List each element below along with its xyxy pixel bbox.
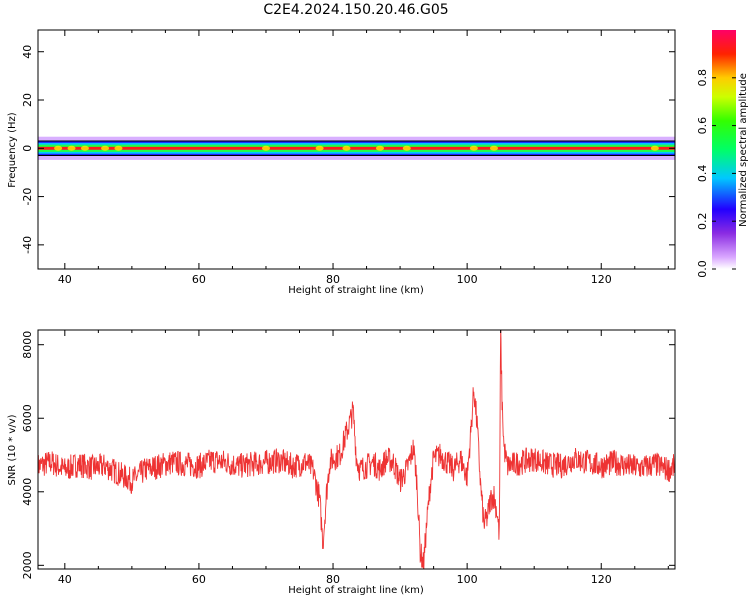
- spectral-spot: [342, 145, 351, 151]
- snr-frame: [37, 329, 676, 570]
- spectral-spot: [489, 145, 498, 151]
- spectral-spot: [315, 145, 324, 151]
- y-tick-label: -40: [21, 236, 34, 254]
- spectral-spot: [67, 145, 76, 151]
- spectral-spot: [80, 145, 89, 151]
- spectral-spot: [650, 145, 659, 151]
- spectral-spot: [261, 145, 270, 151]
- x-tick-label: 40: [58, 273, 72, 286]
- spectrogram-frame: [37, 29, 676, 270]
- y-tick-label: 20: [21, 93, 34, 107]
- snr-panel: 40 60 80 100 120 2000 4000 6000 8000 Height of s…: [7, 329, 676, 596]
- y-tick-label: 0: [21, 145, 34, 152]
- colorbar-gradient: [712, 30, 736, 269]
- x-tick-label: 40: [58, 573, 72, 586]
- spectral-spot: [114, 145, 123, 151]
- spectral-spot: [54, 145, 63, 151]
- snr-series-line: [38, 330, 675, 569]
- y-tick-label: 2000: [21, 551, 34, 579]
- snr-ylabel: SNR (10 * v/v): [7, 414, 18, 485]
- x-tick-label: 60: [192, 273, 206, 286]
- band-core: [38, 146, 675, 150]
- y-tick-label: -20: [21, 188, 34, 206]
- snr-xlabel: Height of straight line (km): [288, 585, 424, 596]
- colorbar-tick-label: 0.8: [696, 69, 709, 87]
- x-tick-label: 100: [457, 273, 478, 286]
- y-tick-label: 8000: [21, 331, 34, 359]
- x-tick-label: 100: [457, 573, 478, 586]
- spectral-spot: [101, 145, 110, 151]
- x-tick-label: 120: [591, 573, 612, 586]
- spectrogram-panel: 40 60 80 100 120 -40 -20 0 20 40 Height of straig…: [7, 29, 676, 296]
- x-tick-label: 80: [326, 273, 340, 286]
- figure-title: C2E4.2024.150.20.46.G05: [263, 2, 448, 18]
- spectral-spot: [375, 145, 384, 151]
- colorbar: 0.0 0.2 0.4 0.6 0.8 Normalized spectral ampl…: [696, 30, 749, 278]
- spectral-spot: [469, 145, 478, 151]
- colorbar-tick-label: 0.2: [696, 212, 709, 230]
- x-tick-label: 80: [326, 573, 340, 586]
- x-tick-label: 120: [591, 273, 612, 286]
- colorbar-tick-label: 0.6: [696, 117, 709, 135]
- spectrogram-ylabel: Frequency (Hz): [7, 112, 18, 188]
- spectrogram-xlabel: Height of straight line (km): [288, 285, 424, 296]
- colorbar-tick-label: 0.4: [696, 165, 709, 183]
- x-tick-label: 60: [192, 573, 206, 586]
- colorbar-tick-label: 0.0: [696, 260, 709, 278]
- y-tick-label: 40: [21, 45, 34, 59]
- colorbar-label: Normalized spectral amplitude: [738, 73, 749, 227]
- spectral-spot: [402, 145, 411, 151]
- y-tick-label: 4000: [21, 478, 34, 506]
- y-tick-label: 6000: [21, 404, 34, 432]
